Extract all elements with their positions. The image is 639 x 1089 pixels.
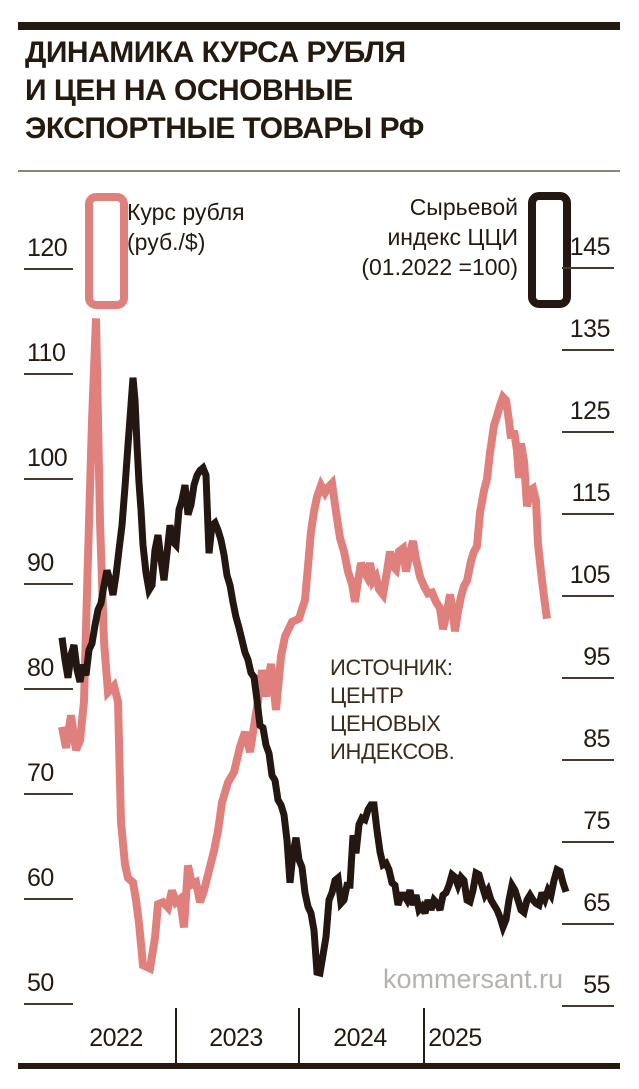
- left-axis-tick-120: 120: [24, 230, 73, 270]
- legend-ruble-line-1: Курс рубля: [127, 199, 245, 225]
- source-line-4: ИНДЕКСОВ.: [330, 739, 455, 764]
- legend-ruble-line-2: (руб./$): [127, 229, 206, 255]
- source-line-1: ИСТОЧНИК:: [330, 655, 453, 680]
- year-label-2025: 2025: [428, 1024, 482, 1052]
- legend-label-cci: Сырьевой индекс ЦЦИ (01.2022 =100): [361, 192, 518, 282]
- page-title: ДИНАМИКА КУРСА РУБЛЯ И ЦЕН НА ОСНОВНЫЕ Э…: [25, 34, 605, 148]
- left-axis-tick-60: 60: [24, 860, 73, 900]
- legend-swatch-cci: [528, 192, 571, 308]
- left-axis-tick-90: 90: [24, 545, 73, 585]
- legend-cci-line-1: Сырьевой: [409, 194, 518, 220]
- right-axis-tick-115: 115: [562, 475, 614, 515]
- watermark: kommersant.ru: [383, 964, 564, 994]
- left-axis-tick-100: 100: [24, 440, 73, 480]
- title-divider: [18, 170, 620, 172]
- year-label-2022: 2022: [89, 1024, 143, 1052]
- cci-index-line: [58, 377, 570, 978]
- year-separator-1: [298, 1008, 300, 1063]
- title-line-3: ЭКСПОРТНЫЕ ТОВАРЫ РФ: [25, 112, 424, 145]
- source-note: ИСТОЧНИК: ЦЕНТР ЦЕНОВЫХ ИНДЕКСОВ.: [330, 654, 455, 766]
- title-line-2: И ЦЕН НА ОСНОВНЫЕ: [25, 74, 353, 107]
- top-accent-bar: [18, 22, 620, 30]
- legend-swatch-ruble: [85, 193, 128, 309]
- right-axis-tick-85: 85: [562, 721, 614, 761]
- year-separator-0: [175, 1008, 177, 1063]
- right-axis-tick-55: 55: [562, 967, 614, 1007]
- left-axis-tick-80: 80: [24, 650, 73, 690]
- left-axis-tick-70: 70: [24, 755, 73, 795]
- legend-label-ruble: Курс рубля (руб./$): [127, 197, 245, 257]
- x-axis-baseline: [18, 1063, 620, 1069]
- right-axis-tick-75: 75: [562, 803, 614, 843]
- left-axis-tick-50: 50: [24, 965, 73, 1005]
- right-axis-tick-145: 145: [562, 229, 614, 269]
- year-label-2024: 2024: [333, 1024, 387, 1052]
- right-axis-tick-65: 65: [562, 885, 614, 925]
- title-line-1: ДИНАМИКА КУРСА РУБЛЯ: [25, 36, 406, 69]
- right-axis-tick-95: 95: [562, 639, 614, 679]
- left-axis-tick-110: 110: [24, 335, 73, 375]
- source-line-2: ЦЕНТР: [330, 683, 404, 708]
- source-line-3: ЦЕНОВЫХ: [330, 711, 441, 736]
- legend-cci-line-3: (01.2022 =100): [361, 254, 518, 280]
- ruble-rate-line: [58, 318, 551, 975]
- year-label-2023: 2023: [209, 1024, 263, 1052]
- right-axis-tick-125: 125: [562, 393, 614, 433]
- legend-cci-line-2: индекс ЦЦИ: [387, 224, 518, 250]
- year-separator-2: [423, 1008, 425, 1063]
- right-axis-tick-135: 135: [562, 311, 614, 351]
- right-axis-tick-105: 105: [562, 557, 614, 597]
